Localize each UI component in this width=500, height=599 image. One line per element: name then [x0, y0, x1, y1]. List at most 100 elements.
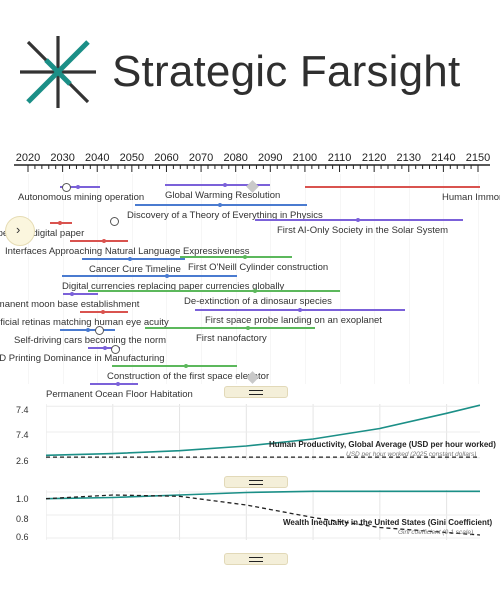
event-median-marker[interactable]: [218, 202, 222, 207]
event-label[interactable]: First nanofactory: [196, 333, 267, 344]
event-median-marker[interactable]: [101, 309, 105, 314]
event-range-bar[interactable]: [90, 383, 138, 385]
event-median-marker[interactable]: [223, 182, 227, 187]
chart-series-line-0: [46, 404, 480, 457]
event-range-bar[interactable]: [60, 186, 100, 188]
event-uncertainty-marker[interactable]: [95, 326, 104, 335]
event-range-bar[interactable]: [112, 365, 237, 367]
event-label[interactable]: Human Immortality: [442, 192, 500, 203]
chart1-ytick: 7.4: [16, 430, 29, 440]
event-label[interactable]: First AI-Only Society in the Solar Syste…: [277, 225, 449, 236]
event-label[interactable]: Global Warming Resolution: [165, 190, 281, 201]
axis-tick-label: 2020: [15, 152, 41, 164]
axis-tick-label: 2080: [223, 152, 248, 164]
event-label[interactable]: Self-driving cars becoming the norm: [14, 335, 167, 346]
axis-tick-label: 2140: [431, 152, 456, 164]
event-label[interactable]: Permanent moon base establishment: [0, 299, 140, 310]
chart1-plot: [46, 404, 480, 460]
timeline-gridline: [409, 174, 410, 384]
event-range-bar[interactable]: [165, 184, 270, 186]
timeline-gridline: [478, 174, 479, 384]
brand-title: Strategic Farsight: [112, 47, 461, 96]
timeline-resize-handle[interactable]: [224, 386, 288, 398]
chart1-ytick: 7.4: [16, 405, 29, 415]
event-median-marker[interactable]: [298, 307, 302, 312]
timeline-gridline: [374, 174, 375, 384]
event-range-bar[interactable]: [82, 258, 185, 260]
event-range-bar[interactable]: [70, 240, 128, 242]
axis-tick-label: 2120: [361, 152, 387, 164]
axis-tick-label: 2040: [84, 152, 110, 164]
event-median-marker[interactable]: [103, 345, 107, 350]
event-uncertainty-marker[interactable]: [110, 217, 119, 226]
event-median-marker[interactable]: [70, 291, 74, 296]
axis-tick-label: 2100: [292, 152, 318, 164]
axis-tick-label: 2070: [188, 152, 214, 164]
timeline-gridline: [201, 174, 202, 384]
chart1-subtitle: USD per hour worked (2025 constant dolla…: [346, 451, 477, 458]
axis-tick-label: 2050: [119, 152, 145, 164]
event-range-bar[interactable]: [88, 290, 340, 292]
timeline-gridline: [236, 174, 237, 384]
axis-tick-label: 2110: [327, 152, 352, 164]
timeline-gridline: [166, 174, 167, 384]
event-label[interactable]: Paper-thin digital paper: [0, 228, 85, 239]
event-median-marker[interactable]: [243, 254, 247, 259]
event-label[interactable]: Construction of the first space elevator: [107, 371, 270, 382]
event-range-bar[interactable]: [62, 275, 237, 277]
axis-tick-label: 2150: [465, 152, 491, 164]
timeline-gridline: [443, 174, 444, 384]
chart2-ytick: 0.6: [16, 532, 29, 542]
timeline-gridline: [340, 174, 341, 384]
event-label[interactable]: De-extinction of a dinosaur species: [184, 296, 332, 307]
timeline-scroll-button[interactable]: ›: [5, 216, 35, 246]
chart2-plot: [46, 490, 480, 540]
axis-tick-label: 2030: [50, 152, 75, 164]
strategic-farsight-logo-icon: [20, 36, 96, 108]
chart2-ytick: 1.0: [16, 494, 29, 504]
event-label[interactable]: Discovery of a Theory of Everything in P…: [127, 210, 323, 221]
event-label[interactable]: First O'Neill Cylinder construction: [188, 262, 329, 273]
event-median-marker[interactable]: [184, 363, 188, 368]
event-label[interactable]: 3D Printing Dominance in Manufacturing: [0, 353, 165, 364]
event-median-marker[interactable]: [76, 184, 80, 189]
event-median-marker[interactable]: [116, 381, 120, 386]
chart-series-line-0: [46, 490, 480, 500]
chart2-title: Wealth Inequality in the United States (…: [283, 518, 493, 527]
event-median-marker[interactable]: [246, 325, 250, 330]
chart1-title: Human Productivity, Global Average (USD …: [269, 440, 496, 449]
event-range-bar[interactable]: [145, 327, 315, 329]
chevron-right-icon: ›: [16, 222, 21, 237]
event-uncertainty-marker[interactable]: [111, 345, 120, 354]
event-label[interactable]: Cancer Cure Timeline: [89, 264, 181, 275]
axis-tick-label: 2060: [154, 152, 179, 164]
axis-tick-label: 2130: [396, 152, 422, 164]
chart1-ytick: 2.6: [16, 456, 29, 466]
event-median-marker[interactable]: [128, 256, 132, 261]
event-median-marker[interactable]: [58, 220, 62, 225]
event-median-marker[interactable]: [253, 288, 257, 293]
event-label[interactable]: First space probe landing on an exoplane…: [205, 315, 382, 326]
event-uncertainty-marker[interactable]: [62, 183, 71, 192]
axis-tick-label: 2090: [258, 152, 283, 164]
chart2-subtitle: Gini coefficient (0-1 scale): [398, 529, 474, 536]
event-median-marker[interactable]: [86, 327, 90, 332]
event-median-marker[interactable]: [165, 273, 169, 278]
chart2-ytick: 0.8: [16, 514, 29, 524]
event-label[interactable]: Artificial retinas matching human eye ac…: [0, 317, 169, 328]
event-range-bar[interactable]: [305, 186, 480, 188]
event-label[interactable]: Autonomous mining operation: [18, 192, 145, 203]
event-median-marker[interactable]: [102, 238, 106, 243]
timeline-gridline: [305, 174, 306, 384]
chart2-resize-handle[interactable]: [224, 553, 288, 565]
event-label[interactable]: Interfaces Approaching Natural Language …: [5, 246, 250, 257]
event-label[interactable]: Permanent Ocean Floor Habitation: [46, 389, 193, 400]
timeline-gridline: [270, 174, 271, 384]
event-median-marker[interactable]: [356, 217, 360, 222]
timeline-axis-line: [14, 164, 490, 172]
event-range-bar[interactable]: [63, 293, 98, 295]
event-range-bar[interactable]: [180, 256, 292, 258]
event-label[interactable]: Digital currencies replacing paper curre…: [62, 281, 285, 292]
chart1-resize-handle[interactable]: [224, 476, 288, 488]
chart-series-line-1: [46, 494, 480, 536]
